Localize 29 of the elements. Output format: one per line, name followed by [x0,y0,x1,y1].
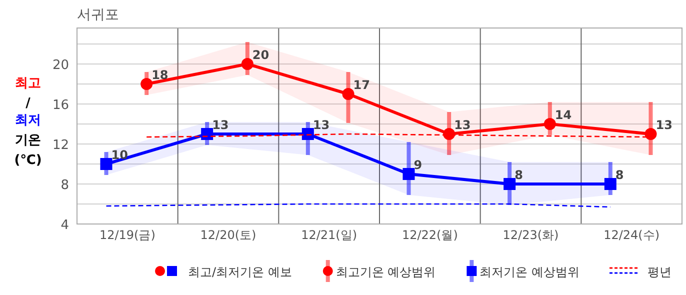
legend-label: 평년 [648,265,672,279]
y-tick-label: 12 [52,138,69,153]
data-label: 20 [252,48,270,62]
y-axis-title: 최고/최저 기온 (℃) [14,76,42,168]
y-tick-label: 16 [52,98,69,113]
x-tick-label: 12/20(토) [200,228,256,242]
data-label: 10 [111,148,128,162]
data-label: 8 [514,168,523,182]
x-tick-label: 12/23(화) [502,228,559,242]
data-label: 13 [212,118,229,132]
y-tick-label: 8 [60,178,69,193]
x-tick-label: 12/19(금) [99,228,156,242]
x-tick-label: 12/24(수) [604,228,660,242]
data-label: 18 [152,68,168,82]
legend-label: 최저기온 예상범위 [480,265,580,279]
data-label: 17 [353,78,370,92]
chart-title: 서귀포 [77,7,119,23]
data-label: 14 [554,108,572,122]
data-label: 8 [615,168,624,182]
data-label: 9 [414,158,422,172]
data-label: 13 [312,118,330,132]
y-tick-label: 4 [60,218,69,233]
data-label: 13 [656,118,672,132]
x-tick-label: 12/22(월) [402,228,458,242]
x-tick-label: 12/21(일) [301,228,358,242]
legend-title: 최고/최저기온 예보 [188,265,292,279]
legend-label: 최고기온 예상범위 [336,265,436,279]
y-tick-label: 20 [52,58,69,73]
data-label: 13 [454,118,471,132]
